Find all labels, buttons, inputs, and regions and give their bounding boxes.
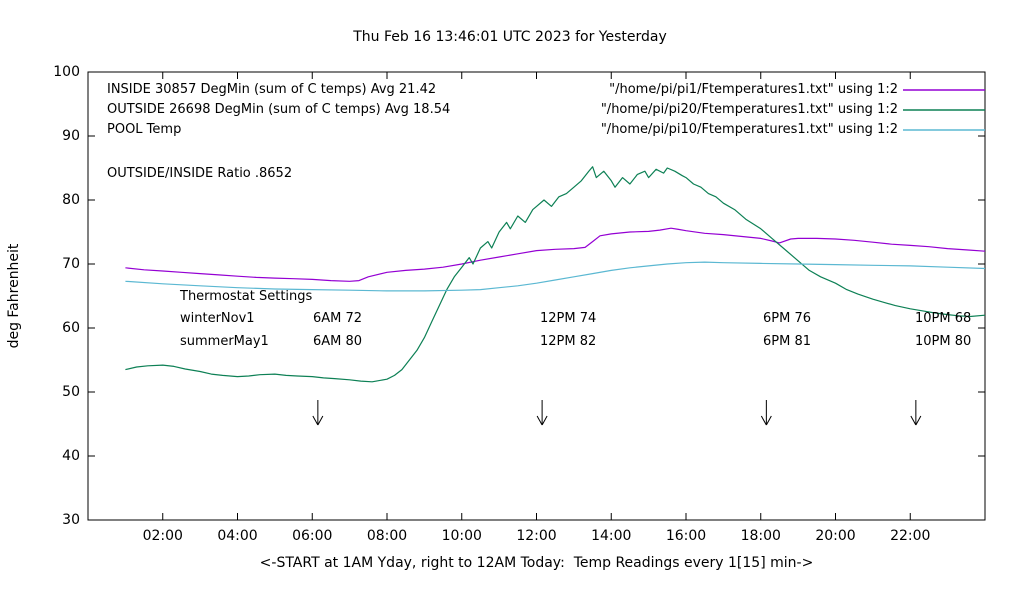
legend-label-outside: OUTSIDE 26698 DegMin (sum of C temps) Av… <box>107 102 451 117</box>
x-axis-label: <-START at 1AM Yday, right to 12AM Today… <box>259 555 814 571</box>
thermostat-heading: Thermostat Settings <box>180 289 313 304</box>
x-tick-label: 04:00 <box>217 528 258 544</box>
thermostat-summer-6pm: 6PM 81 <box>763 334 812 349</box>
setpoint-arrow-head <box>910 415 917 426</box>
y-tick-label: 60 <box>62 320 80 336</box>
x-tick-label: 12:00 <box>516 528 557 544</box>
x-tick-label: 06:00 <box>292 528 333 544</box>
y-tick-label: 80 <box>62 192 80 208</box>
legend-label-pool: POOL Temp <box>107 122 182 137</box>
legend-file-pool: "/home/pi/pi10/Ftemperatures1.txt" using… <box>600 122 898 137</box>
y-tick-label: 30 <box>62 512 80 528</box>
series-line-pool <box>125 261 986 292</box>
x-tick-label: 20:00 <box>815 528 856 544</box>
y-tick-label: 50 <box>62 384 80 400</box>
setpoint-arrow-head <box>760 415 767 426</box>
thermostat-summer-10pm: 10PM 80 <box>915 334 972 349</box>
y-tick-label: 90 <box>62 128 80 144</box>
setpoint-arrow-head <box>915 415 922 426</box>
x-tick-label: 16:00 <box>665 528 707 544</box>
series-line-outside <box>125 166 986 383</box>
legend-file-inside: "/home/pi/pi1/Ftemperatures1.txt" using … <box>609 82 898 97</box>
series-line-inside <box>125 227 986 282</box>
thermostat-winter-10pm: 10PM 68 <box>915 311 972 326</box>
thermostat-winter-12pm: 12PM 74 <box>540 311 597 326</box>
thermostat-winter-6am: 6AM 72 <box>313 311 363 326</box>
x-tick-label: 10:00 <box>441 528 482 544</box>
setpoint-arrow-head <box>536 415 543 426</box>
y-tick-label: 100 <box>53 64 80 80</box>
x-tick-label: 22:00 <box>890 528 931 544</box>
legend-file-outside: "/home/pi/pi20/Ftemperatures1.txt" using… <box>600 102 898 117</box>
x-tick-label: 14:00 <box>591 528 632 544</box>
setpoint-arrow-head <box>541 415 548 426</box>
thermostat-summer-6am: 6AM 80 <box>313 334 363 349</box>
legend-ratio-label: OUTSIDE/INSIDE Ratio .8652 <box>107 166 293 181</box>
thermostat-winter-name: winterNov1 <box>180 311 255 326</box>
y-tick-label: 40 <box>62 448 80 464</box>
y-axis-label: deg Fahrenheit <box>6 243 22 349</box>
x-tick-label: 02:00 <box>142 528 183 544</box>
y-tick-label: 70 <box>62 256 80 272</box>
setpoint-arrow-head <box>765 415 772 426</box>
x-tick-label: 08:00 <box>366 528 408 544</box>
x-tick-label: 18:00 <box>740 528 781 544</box>
setpoint-arrow-head <box>317 415 324 426</box>
legend-label-inside: INSIDE 30857 DegMin (sum of C temps) Avg… <box>107 82 437 97</box>
thermostat-summer-12pm: 12PM 82 <box>540 334 597 349</box>
chart-title: Thu Feb 16 13:46:01 UTC 2023 for Yesterd… <box>353 29 667 45</box>
thermostat-winter-6pm: 6PM 76 <box>763 311 812 326</box>
thermostat-summer-name: summerMay1 <box>180 334 269 349</box>
setpoint-arrow-head <box>312 415 319 426</box>
